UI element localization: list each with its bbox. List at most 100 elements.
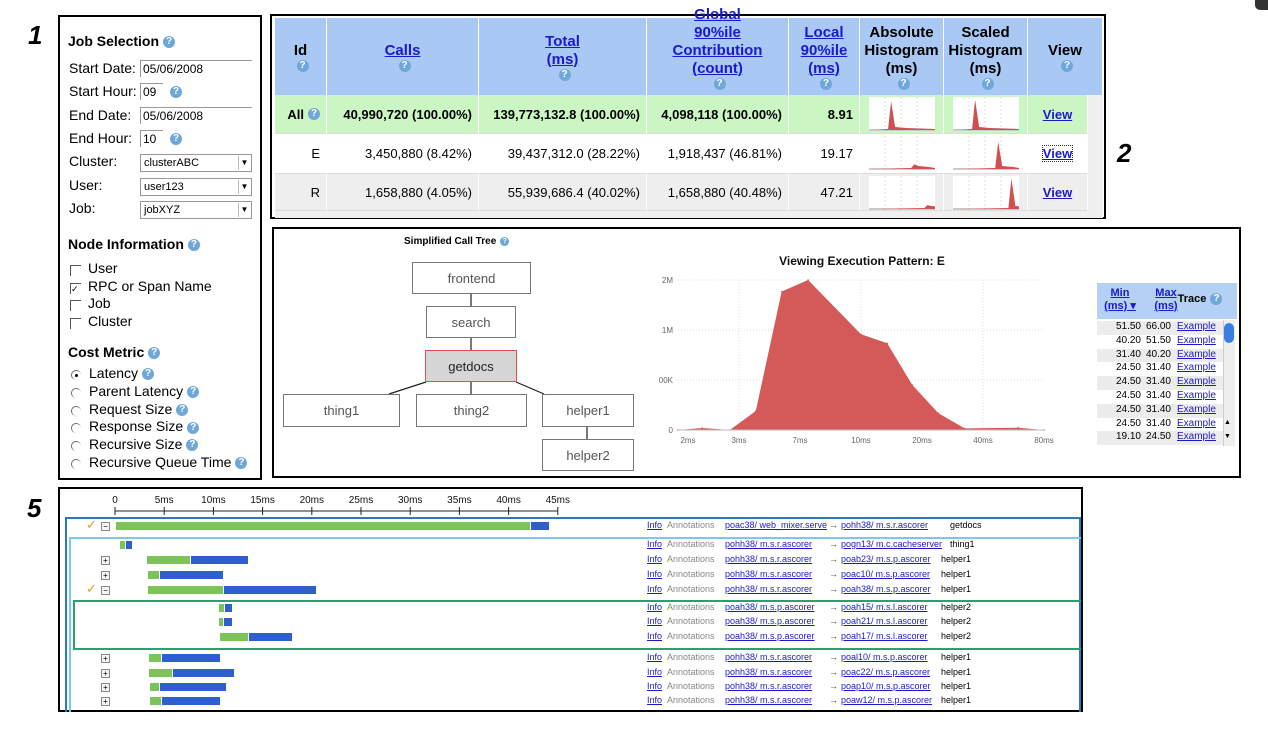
span-bar-client[interactable] bbox=[115, 522, 531, 530]
scroll-down-icon[interactable]: ▼ bbox=[1224, 433, 1231, 440]
callee-link[interactable]: poap10/ m.s.p.ascorer bbox=[841, 681, 931, 691]
span-bar-server[interactable] bbox=[248, 633, 293, 641]
help-icon[interactable] bbox=[308, 108, 320, 120]
example-trace-link[interactable]: Example bbox=[1177, 376, 1216, 388]
trace-header-max[interactable]: Max (ms) bbox=[1143, 287, 1189, 313]
callee-link[interactable]: poah17/ m.s.l.ascorer bbox=[841, 631, 928, 641]
span-bar-client[interactable] bbox=[119, 541, 125, 549]
info-link[interactable]: Info bbox=[647, 695, 663, 705]
help-icon[interactable] bbox=[176, 403, 189, 416]
span-bar-server[interactable] bbox=[162, 697, 221, 705]
callee-link[interactable]: poab23/ m.s.p.ascorer bbox=[841, 554, 931, 564]
span-bar-client[interactable] bbox=[219, 618, 224, 626]
help-icon[interactable] bbox=[148, 347, 161, 360]
help-icon[interactable] bbox=[820, 77, 832, 90]
caller-link[interactable]: pohh38/ m.s.r.ascorer bbox=[725, 695, 813, 705]
help-icon[interactable] bbox=[398, 59, 411, 72]
radio-recursive-size[interactable] bbox=[71, 441, 81, 452]
example-trace-link[interactable]: Example bbox=[1177, 348, 1216, 360]
dropdown-arrow-icon[interactable]: ▼ bbox=[238, 156, 250, 170]
example-trace-link[interactable]: Example bbox=[1177, 334, 1216, 346]
dropdown-arrow-icon[interactable]: ▼ bbox=[238, 203, 250, 217]
annotations-link[interactable]: Annotations bbox=[667, 667, 715, 677]
caller-link[interactable]: poah38/ m.s.p.ascorer bbox=[725, 631, 815, 641]
callee-link[interactable]: poac22/ m.s.p.ascorer bbox=[841, 667, 931, 677]
view-link[interactable]: View bbox=[1042, 184, 1073, 200]
span-bar-client[interactable] bbox=[150, 683, 160, 691]
trace-header-min[interactable]: Min (ms) ▾ bbox=[1097, 287, 1143, 313]
caller-link[interactable]: pohh38/ m.s.r.ascorer bbox=[725, 554, 813, 564]
callee-link[interactable]: pohh38/ m.s.r.ascorer bbox=[841, 520, 929, 530]
expand-icon[interactable]: + bbox=[101, 669, 110, 678]
info-link[interactable]: Info bbox=[647, 652, 663, 662]
span-bar-client[interactable] bbox=[219, 604, 225, 612]
view-link[interactable]: View bbox=[1042, 106, 1073, 122]
help-icon[interactable] bbox=[186, 439, 199, 452]
tree-node-thing1[interactable]: thing1 bbox=[283, 394, 400, 427]
caller-link[interactable]: pohh38/ m.s.r.ascorer bbox=[725, 667, 813, 677]
help-icon[interactable] bbox=[1210, 293, 1223, 306]
expand-icon[interactable]: + bbox=[101, 683, 110, 692]
tree-node-helper2[interactable]: helper2 bbox=[542, 439, 634, 471]
start-hour-input[interactable]: 09 bbox=[140, 83, 163, 100]
annotations-link[interactable]: Annotations bbox=[667, 652, 715, 662]
info-link[interactable]: Info bbox=[647, 539, 663, 549]
span-bar-server[interactable] bbox=[531, 522, 549, 530]
example-trace-link[interactable]: Example bbox=[1177, 321, 1216, 332]
callee-link[interactable]: poac10/ m.s.p.ascorer bbox=[841, 569, 931, 579]
annotations-link[interactable]: Annotations bbox=[667, 631, 715, 641]
tree-node-getdocs-selected[interactable]: getdocs bbox=[425, 350, 517, 382]
dropdown-arrow-icon[interactable]: ▼ bbox=[238, 180, 250, 194]
span-bar-server[interactable] bbox=[224, 618, 233, 626]
callee-link[interactable]: poah38/ m.s.p.ascorer bbox=[841, 584, 931, 594]
radio-request-size[interactable] bbox=[71, 405, 81, 416]
callee-link[interactable]: poaw12/ m.s.p.ascorer bbox=[841, 695, 933, 705]
caller-link[interactable]: poah38/ m.s.p.ascorer bbox=[725, 616, 815, 626]
caller-link[interactable]: pohh38/ m.s.r.ascorer bbox=[725, 569, 813, 579]
help-icon[interactable] bbox=[142, 368, 155, 381]
collapse-icon[interactable]: − bbox=[101, 586, 110, 595]
info-link[interactable]: Info bbox=[647, 631, 663, 641]
help-icon[interactable] bbox=[981, 77, 994, 90]
annotations-link[interactable]: Annotations bbox=[667, 584, 715, 594]
caller-link[interactable]: poac38/ web_mixer.serve bbox=[725, 520, 828, 530]
help-icon[interactable] bbox=[170, 86, 182, 98]
caller-link[interactable]: pohh38/ m.s.r.ascorer bbox=[725, 652, 813, 662]
span-bar-server[interactable] bbox=[160, 683, 227, 691]
help-icon[interactable] bbox=[1061, 59, 1073, 72]
help-icon[interactable] bbox=[500, 236, 510, 246]
annotations-link[interactable]: Annotations bbox=[667, 681, 715, 691]
scroll-up-icon[interactable]: ▲ bbox=[1224, 419, 1231, 426]
trace-table-scrollbar[interactable] bbox=[1223, 320, 1235, 446]
span-bar-server[interactable] bbox=[173, 669, 235, 677]
info-link[interactable]: Info bbox=[647, 681, 663, 691]
callee-link[interactable]: poah21/ m.s.l.ascorer bbox=[841, 616, 928, 626]
annotations-link[interactable]: Annotations bbox=[667, 695, 715, 705]
span-bar-client[interactable] bbox=[148, 571, 160, 579]
scrollbar-thumb[interactable] bbox=[1224, 323, 1234, 343]
job-select[interactable]: jobXYZ ▼ bbox=[140, 201, 252, 219]
help-icon[interactable] bbox=[713, 77, 726, 90]
caller-link[interactable]: pohh38/ m.s.r.ascorer bbox=[725, 681, 813, 691]
help-icon[interactable] bbox=[170, 133, 182, 145]
expand-icon[interactable]: + bbox=[101, 697, 110, 706]
help-icon[interactable] bbox=[296, 59, 309, 72]
example-trace-link[interactable]: Example bbox=[1177, 403, 1216, 415]
info-link[interactable]: Info bbox=[647, 602, 663, 612]
expand-icon[interactable]: + bbox=[101, 654, 110, 663]
column-header-calls[interactable]: Calls bbox=[327, 18, 479, 95]
info-link[interactable]: Info bbox=[647, 667, 663, 677]
help-icon[interactable] bbox=[235, 457, 248, 470]
radio-response-size[interactable] bbox=[71, 423, 81, 434]
caller-link[interactable]: pohh38/ m.s.r.ascorer bbox=[725, 539, 813, 549]
help-icon[interactable] bbox=[187, 386, 200, 399]
example-trace-link[interactable]: Example bbox=[1177, 431, 1216, 443]
help-icon[interactable] bbox=[897, 77, 910, 90]
info-link[interactable]: Info bbox=[647, 616, 663, 626]
user-select[interactable]: user123 ▼ bbox=[140, 178, 252, 196]
tree-node-frontend[interactable]: frontend bbox=[412, 262, 531, 294]
annotations-link[interactable]: Annotations bbox=[667, 616, 715, 626]
help-icon[interactable] bbox=[187, 421, 200, 434]
expand-icon[interactable]: + bbox=[101, 556, 110, 565]
annotations-link[interactable]: Annotations bbox=[667, 554, 715, 564]
